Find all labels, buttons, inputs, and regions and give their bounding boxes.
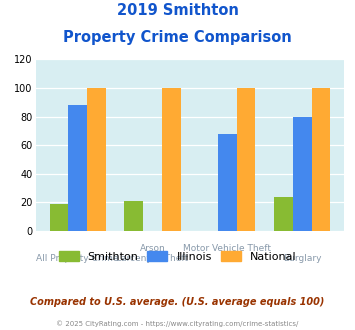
Text: Arson: Arson — [140, 244, 165, 253]
Bar — [274, 197, 293, 231]
Bar — [218, 134, 237, 231]
Bar — [50, 204, 68, 231]
Bar — [68, 105, 87, 231]
Text: Motor Vehicle Theft: Motor Vehicle Theft — [184, 244, 271, 253]
Bar — [162, 88, 181, 231]
Bar — [293, 116, 312, 231]
Bar — [237, 88, 256, 231]
Text: Larceny & Theft: Larceny & Theft — [116, 254, 189, 263]
Bar — [87, 88, 106, 231]
Bar — [124, 201, 143, 231]
Text: Property Crime Comparison: Property Crime Comparison — [63, 30, 292, 45]
Bar — [312, 88, 330, 231]
Text: Burglary: Burglary — [283, 254, 322, 263]
Legend: Smithton, Illinois, National: Smithton, Illinois, National — [54, 247, 301, 267]
Text: All Property Crime: All Property Crime — [36, 254, 119, 263]
Text: 2019 Smithton: 2019 Smithton — [116, 3, 239, 18]
Text: © 2025 CityRating.com - https://www.cityrating.com/crime-statistics/: © 2025 CityRating.com - https://www.city… — [56, 320, 299, 327]
Text: Compared to U.S. average. (U.S. average equals 100): Compared to U.S. average. (U.S. average … — [30, 297, 325, 307]
